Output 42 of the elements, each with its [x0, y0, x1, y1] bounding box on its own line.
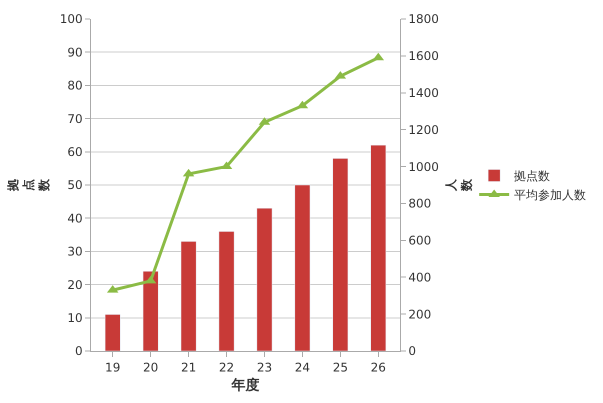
bar: [332, 158, 348, 351]
x-tick-label: 19: [105, 360, 120, 374]
x-tick-label: 21: [180, 360, 196, 374]
y-tick-label: 0: [74, 344, 83, 358]
y-tick-label: 80: [67, 78, 83, 93]
legend-label: 拠点数: [514, 169, 550, 184]
x-tick-label: 20: [143, 360, 158, 374]
y-tick-label: 100: [60, 12, 83, 26]
bar: [294, 184, 310, 351]
x-tick-label: 25: [332, 360, 348, 374]
bar: [142, 271, 158, 351]
y2-tick-label: 800: [408, 196, 432, 211]
y2-tick-label: 1800: [408, 12, 439, 26]
y2-tick-label: 1600: [408, 49, 439, 64]
bar: [180, 241, 196, 351]
x-tick-label: 23: [256, 360, 272, 374]
x-tick-label: 26: [370, 360, 386, 374]
x-tick-label: 24: [294, 360, 310, 374]
legend-label: 平均参加人数: [514, 188, 586, 202]
y-axis-title: 拠点数: [6, 178, 51, 192]
y2-tick-label: 1400: [408, 86, 439, 100]
y-tick-label: 20: [67, 278, 83, 292]
y-tick-label: 70: [67, 112, 83, 126]
x-tick-label: 22: [218, 360, 234, 374]
y-tick-label: 50: [67, 178, 83, 192]
y-tick-label: 90: [67, 45, 83, 60]
y2-tick-label: 600: [408, 234, 432, 248]
y2-axis-title: 人数: [444, 178, 474, 192]
y2-tick-label: 200: [408, 307, 432, 322]
bar: [370, 144, 386, 351]
bar: [256, 208, 272, 351]
y2-tick-label: 400: [408, 270, 432, 284]
y-tick-label: 60: [67, 145, 83, 159]
x-axis-title: 年度: [230, 376, 260, 394]
y2-tick-label: 1200: [408, 122, 439, 137]
bar: [104, 314, 121, 351]
y2-tick-label: 0: [408, 344, 416, 358]
bar: [218, 231, 234, 351]
y-tick-label: 30: [67, 244, 83, 259]
y-tick-label: 10: [67, 311, 83, 325]
y2-tick-label: 1000: [408, 160, 439, 174]
y-tick-label: 40: [67, 211, 83, 226]
